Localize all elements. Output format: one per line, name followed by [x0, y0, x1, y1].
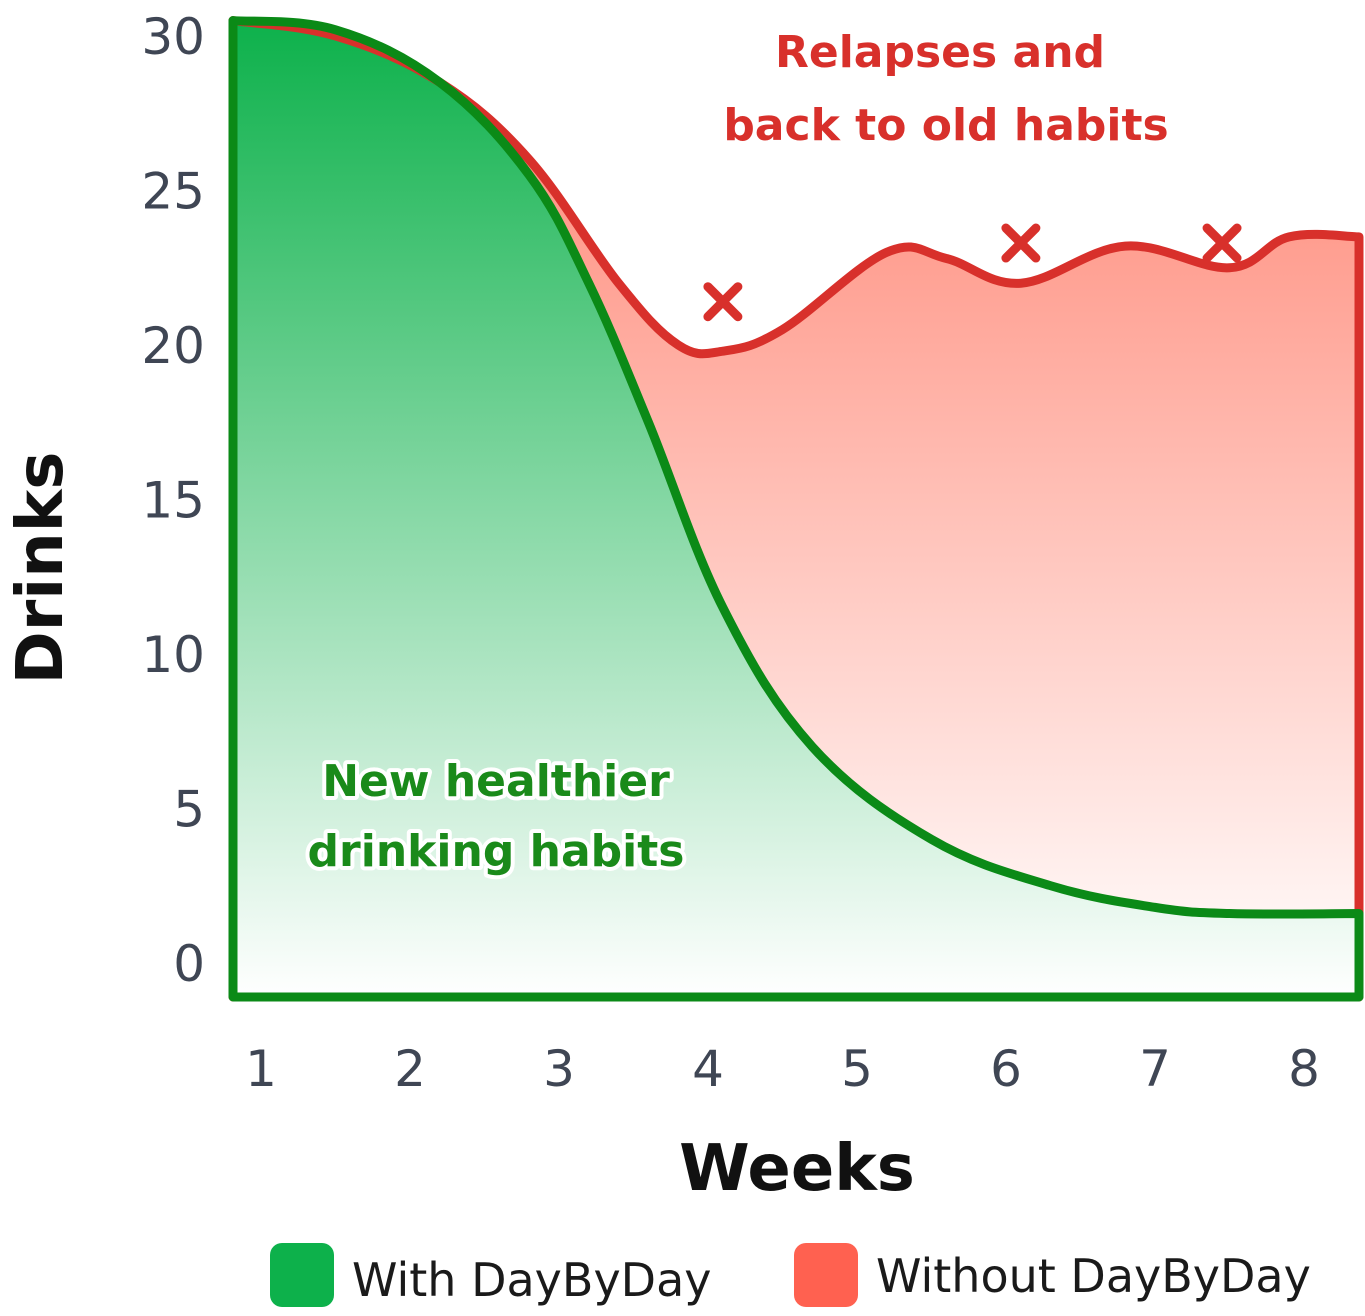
x-tick-label: 4 — [692, 1040, 724, 1098]
annotation-relapse-line-1: Relapses and — [775, 27, 1105, 78]
x-tick-label: 7 — [1139, 1040, 1171, 1098]
y-tick-label: 25 — [141, 163, 205, 221]
x-tick-label: 8 — [1288, 1040, 1320, 1098]
legend-swatch-without — [794, 1243, 858, 1307]
area-with-daybyday — [233, 20, 1359, 998]
line-with-daybyday — [228, 16, 1364, 1002]
annotation-healthy-line-2: drinking habits — [308, 826, 685, 877]
legend: With DayByDay Without DayByDay — [270, 1243, 1311, 1307]
annotation-healthy-line-1: New healthier — [322, 756, 670, 807]
x-tick-label: 5 — [841, 1040, 873, 1098]
y-axis-ticks: 0 5 10 15 20 25 30 — [141, 8, 205, 993]
plot-lines — [228, 16, 1364, 1002]
y-tick-label: 15 — [141, 472, 205, 530]
y-tick-label: 20 — [141, 317, 205, 375]
relapse-marker-3 — [1202, 223, 1242, 263]
y-axis-title: Drinks — [4, 452, 78, 685]
x-tick-label: 3 — [543, 1040, 575, 1098]
annotation-relapse-line-2: back to old habits — [723, 100, 1168, 151]
relapse-marker-2 — [1001, 223, 1041, 263]
y-tick-label: 10 — [141, 626, 205, 684]
x-tick-label: 1 — [245, 1040, 277, 1098]
y-tick-label: 0 — [173, 935, 205, 993]
relapse-markers — [703, 223, 1242, 322]
y-tick-label: 5 — [173, 781, 205, 839]
relapse-marker-1 — [703, 282, 743, 322]
x-axis-title: Weeks — [679, 1132, 915, 1206]
x-axis-ticks: 1 2 3 4 5 6 7 8 — [245, 1040, 1320, 1098]
x-tick-label: 6 — [990, 1040, 1022, 1098]
legend-label-without: Without DayByDay — [876, 1249, 1311, 1303]
y-tick-label: 30 — [141, 8, 205, 66]
x-tick-label: 2 — [394, 1040, 426, 1098]
legend-label-with: With DayByDay — [352, 1253, 712, 1307]
legend-swatch-with — [270, 1243, 334, 1307]
